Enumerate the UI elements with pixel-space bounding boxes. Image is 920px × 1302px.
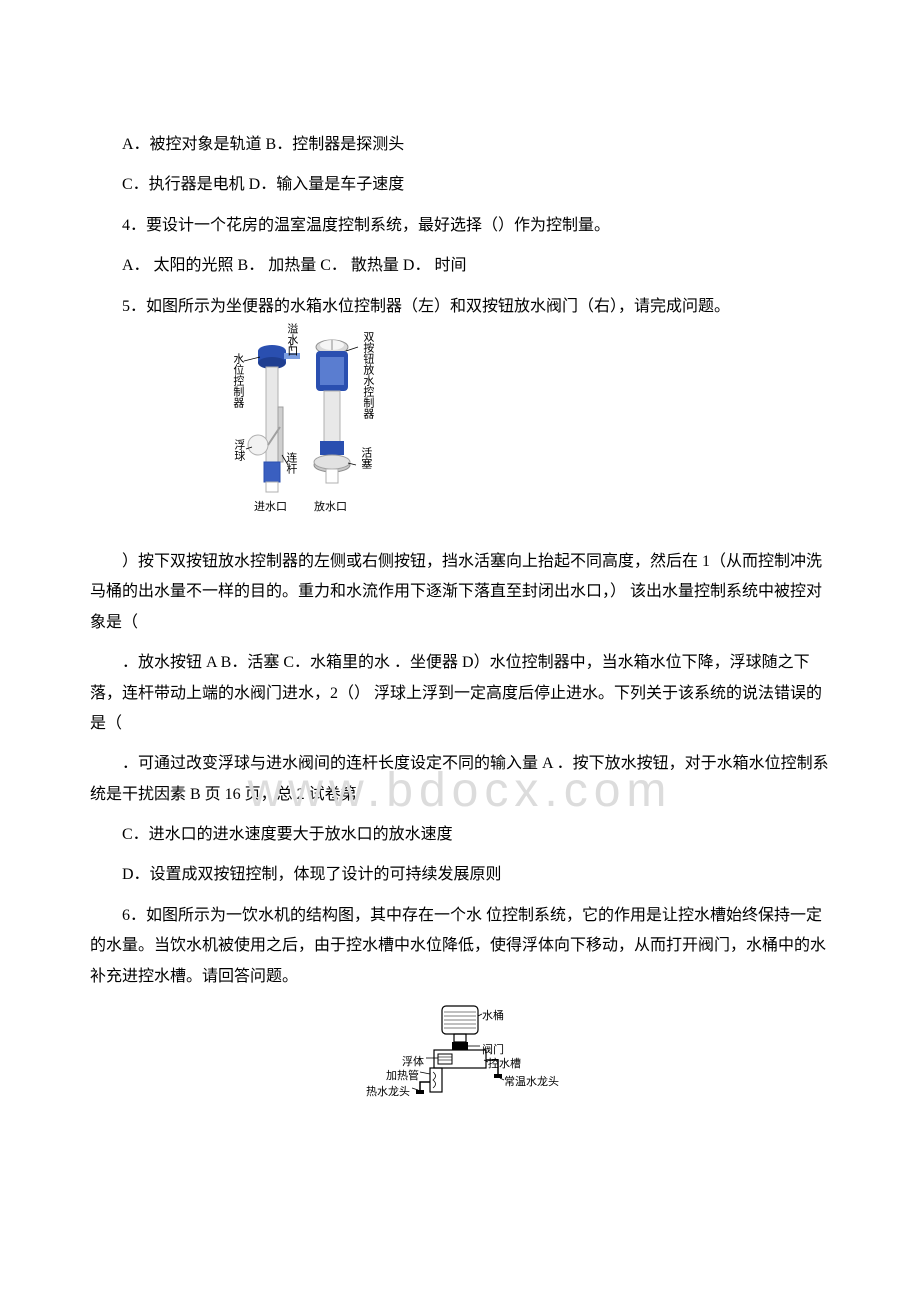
fig1-label-rod: 连杆 <box>280 452 301 474</box>
q5-stem: 5．如图所示为坐便器的水箱水位控制器（左）和双按钮放水阀门（右），请完成问题。 <box>90 292 830 322</box>
q5-option-c: C．进水口的进水速度要大于放水口的放水速度 <box>90 820 830 850</box>
q5-paragraph-3: ．可通过改变浮球与进水阀间的连杆长度设定不同的输入量 A ．按下放水按钮，对于水… <box>90 749 830 810</box>
q4-stem: 4．要设计一个花房的温室温度控制系统，最好选择（）作为控制量。 <box>90 211 830 241</box>
fig2-label-roomtap: 常温水龙头 <box>504 1072 559 1093</box>
q5-paragraph-1: ）按下双按钮放水控制器的左侧或右侧按钮，挡水活塞向上抬起不同高度，然后在 1（从… <box>90 547 830 638</box>
q3-option-cd: C．执行器是电机 D．输入量是车子速度 <box>90 170 830 200</box>
q3-option-ab: A．被控对象是轨道 B．控制器是探测头 <box>90 130 830 160</box>
fig2-label-hottap: 热水龙头 <box>366 1082 410 1103</box>
q5-option-d: D．设置成双按钮控制，体现了设计的可持续发展原则 <box>90 860 830 890</box>
fig1-label-controller: 水位控制器 <box>227 353 248 408</box>
q6-stem: 6．如图所示为一饮水机的结构图，其中存在一个水 位控制系统，它的作用是让控水槽始… <box>90 901 830 992</box>
figure-toilet-tank: 水位控制器 溢水口 双按钮放水控制器 浮球 连杆 活塞 进水口 放水口 <box>230 337 380 517</box>
fig1-label-dualbutton: 双按钮放水控制器 <box>357 331 378 419</box>
fig1-label-float: 浮球 <box>228 439 249 461</box>
fig2-label-barrel: 水桶 <box>482 1006 504 1027</box>
figure-water-dispenser: 水桶 阀门 浮体 控水槽 加热管 常温水龙头 热水龙头 <box>360 1002 560 1102</box>
q5-paragraph-2: ．放水按钮 A B．活塞 C．水箱里的水 ．坐便器 D）水位控制器中，当水箱水位… <box>90 648 830 739</box>
fig1-label-piston: 活塞 <box>355 447 376 469</box>
fig1-label-inlet: 进水口 <box>254 497 287 518</box>
q4-options: A． 太阳的光照 B． 加热量 C． 散热量 D． 时间 <box>90 251 830 281</box>
fig1-label-outlet: 放水口 <box>314 497 347 518</box>
fig1-label-overflow: 溢水口 <box>281 323 302 356</box>
